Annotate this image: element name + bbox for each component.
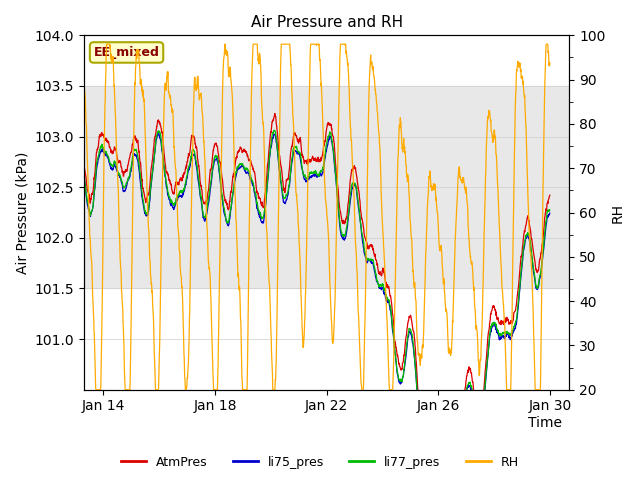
Bar [84, 86, 570, 288]
Text: EE_mixed: EE_mixed [93, 46, 159, 59]
X-axis label: Time: Time [528, 416, 562, 430]
Title: Air Pressure and RH: Air Pressure and RH [251, 15, 403, 30]
Y-axis label: Air Pressure (kPa): Air Pressure (kPa) [15, 151, 29, 274]
Legend: AtmPres, li75_pres, li77_pres, RH: AtmPres, li75_pres, li77_pres, RH [116, 451, 524, 474]
Y-axis label: RH: RH [611, 203, 625, 223]
